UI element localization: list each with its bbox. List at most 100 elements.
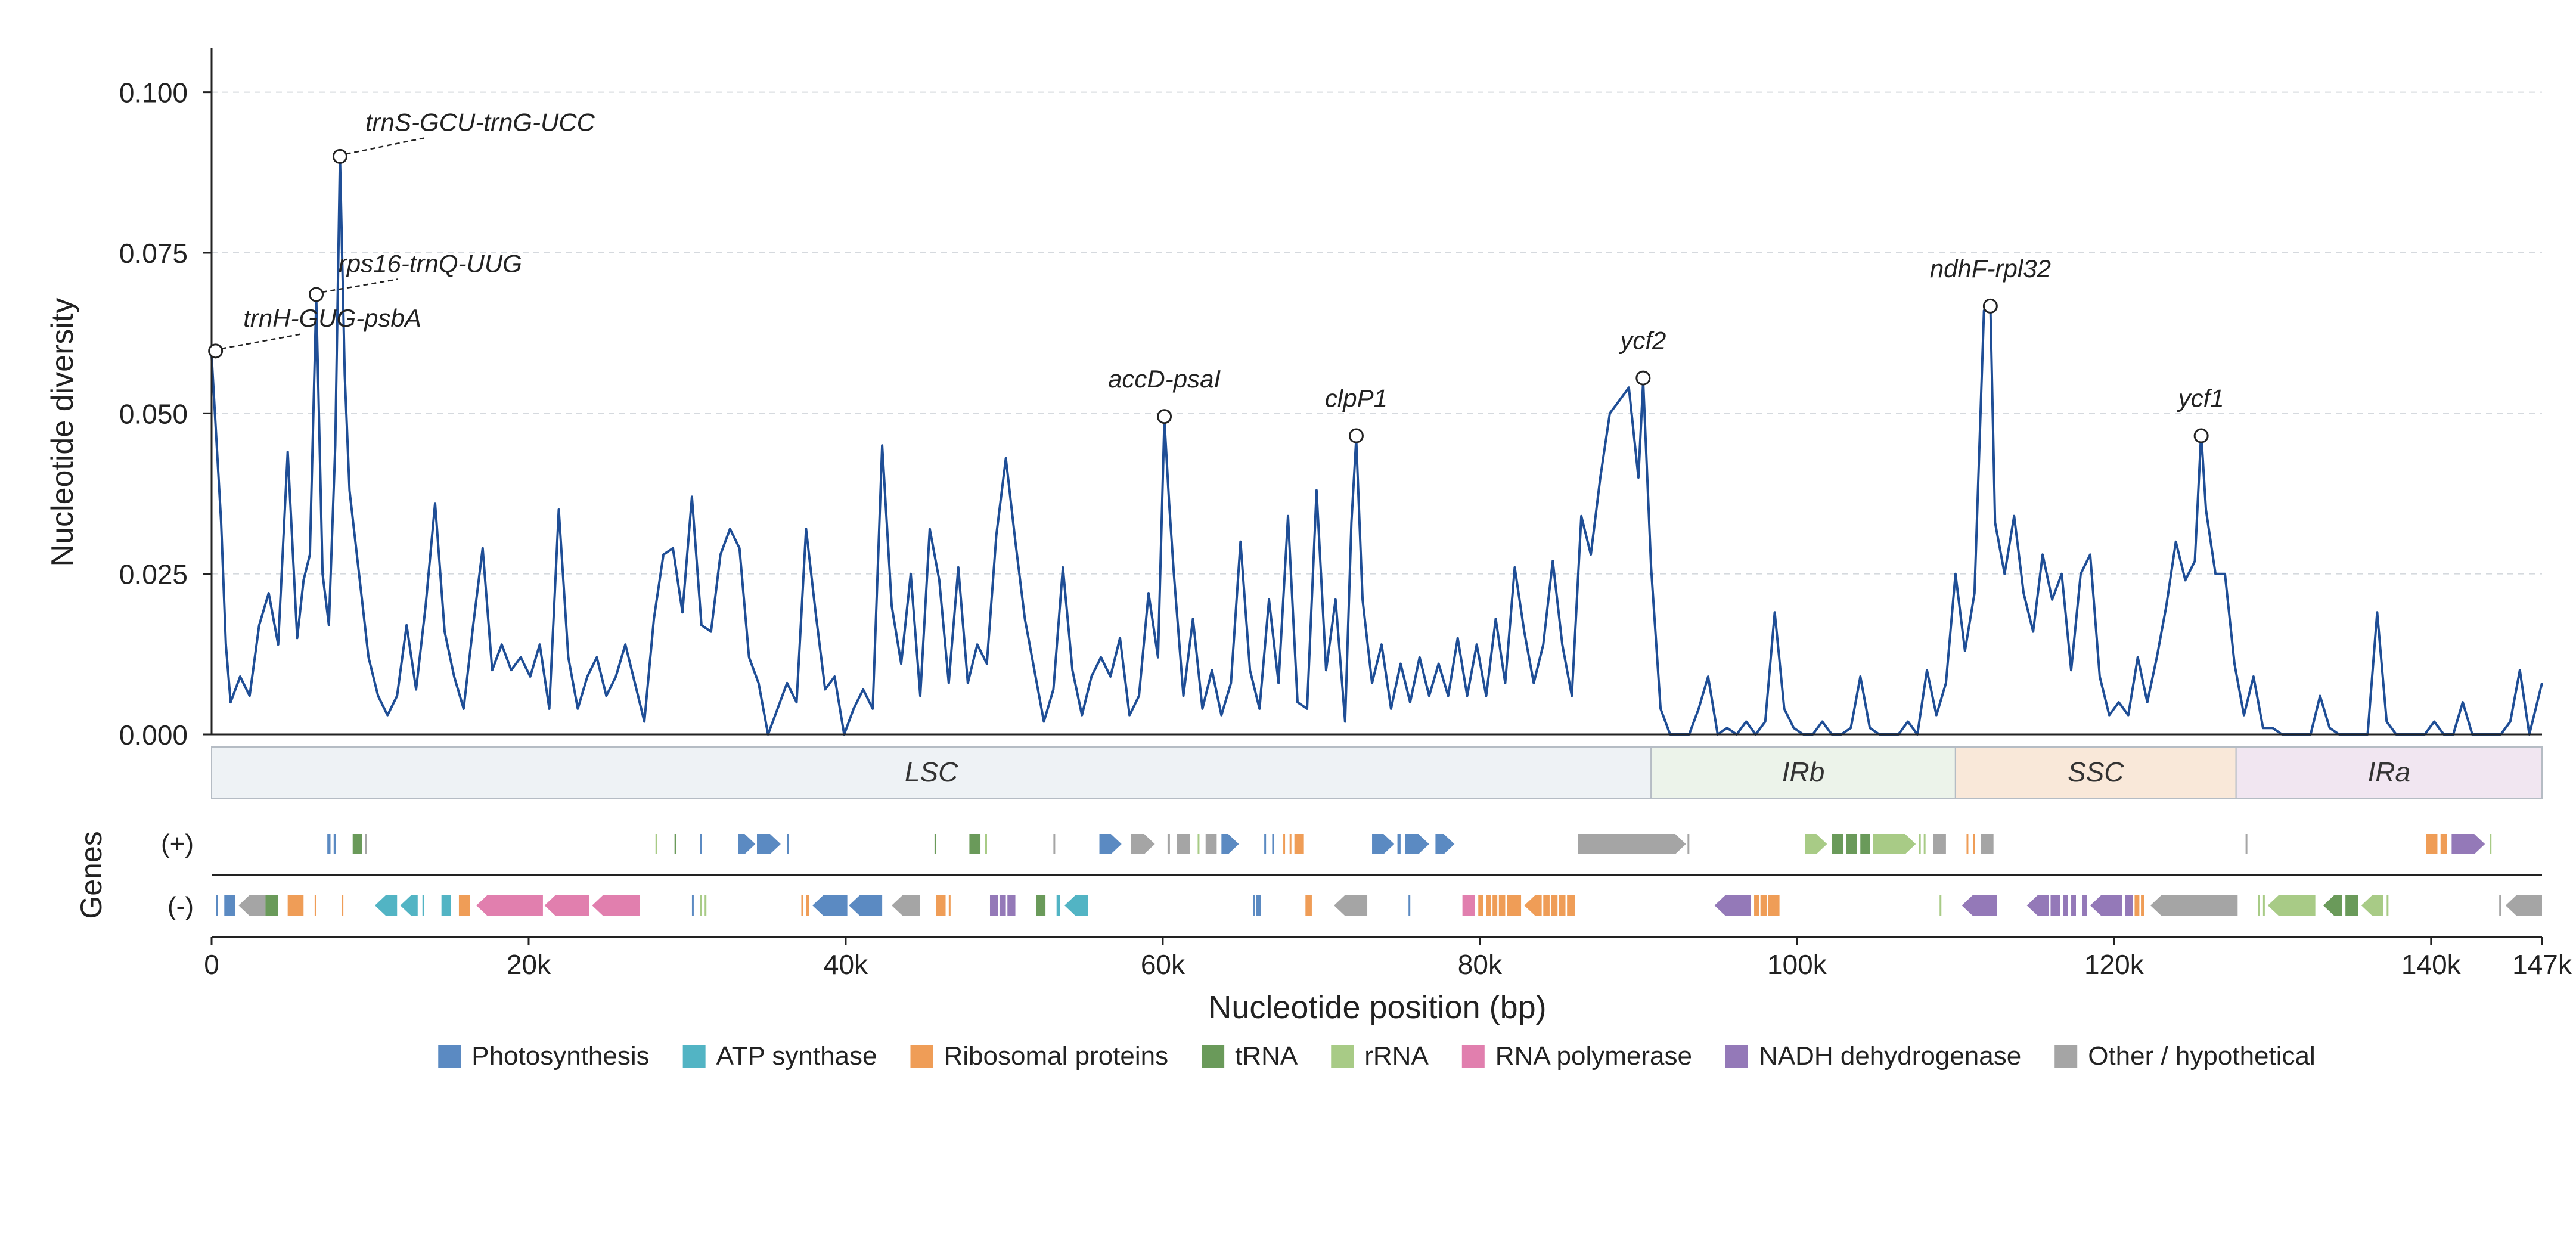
peak-label: clpP1 <box>1325 384 1388 413</box>
peak-marker <box>208 343 224 359</box>
gene-block <box>1939 895 1942 916</box>
gene-block <box>674 834 676 854</box>
x-tick-label: 147k <box>2512 949 2572 980</box>
gene-block <box>936 895 946 916</box>
gene-block <box>985 834 988 854</box>
gene-block <box>1714 895 1751 916</box>
gene-block <box>1036 895 1046 916</box>
gene-block <box>1478 895 1483 916</box>
gene-block <box>333 834 336 854</box>
region-label: SSC <box>2068 756 2124 787</box>
gene-block <box>691 895 694 916</box>
peak-label: trnS-GCU-trnG-UCC <box>365 108 595 136</box>
gene-block <box>458 895 470 916</box>
legend-label: RNA polymerase <box>1495 1041 1692 1071</box>
gene-block <box>352 834 362 854</box>
legend-items: Photosynthesis ATP synthase Ribosomal prot… <box>438 1041 2316 1071</box>
gene-block <box>849 895 883 916</box>
gene-block <box>365 834 368 854</box>
y-axis-label: Nucleotide diversity <box>45 298 80 567</box>
gene-block <box>1492 895 1498 916</box>
peak-marker <box>2193 428 2209 443</box>
x-tick-label: 120k <box>2084 949 2144 980</box>
gene-block <box>1253 895 1255 916</box>
gene-block <box>2451 834 2485 854</box>
gene-block <box>1919 834 1921 854</box>
gene-block <box>1408 895 1411 916</box>
gene-block <box>1305 895 1312 916</box>
legend-swatch <box>682 1045 706 1068</box>
y-tick-label: 0.000 <box>119 719 188 750</box>
gene-block <box>1283 834 1286 854</box>
gene-block <box>374 895 398 916</box>
peak-label: trnH-GUG-psbA <box>243 304 421 332</box>
gene-block <box>2050 895 2060 916</box>
region-label: LSC <box>905 756 958 787</box>
gene-block <box>2141 895 2144 916</box>
gene-block <box>1099 834 1122 854</box>
legend-swatch <box>438 1045 461 1068</box>
legend-label: NADH dehydrogenase <box>1759 1041 2021 1071</box>
legend-swatch <box>1202 1045 1225 1068</box>
gene-block <box>2499 895 2501 916</box>
peak-label: ycf1 <box>2177 384 2224 413</box>
gene-block <box>2426 834 2438 854</box>
gene-block <box>1567 895 1575 916</box>
gene-block <box>756 834 781 854</box>
strand-plus-label: (+) <box>161 829 194 858</box>
gene-block <box>812 895 848 916</box>
gene-block <box>806 895 809 916</box>
gene-block <box>2071 895 2076 916</box>
legend-label: rRNA <box>1364 1041 1429 1071</box>
gene-block <box>738 834 756 854</box>
gene-block <box>989 895 998 916</box>
gene-block <box>1933 834 1946 854</box>
gene-block <box>1873 834 1916 854</box>
gene-block <box>1334 895 1368 916</box>
gene-block <box>1962 895 1997 916</box>
peak-leader-line <box>221 333 303 350</box>
gene-tracks: 0 20k 40k 60k 80k 100k 120k 140k 147k <box>204 834 2572 980</box>
gene-block <box>1860 834 1870 854</box>
diversity-line <box>210 155 2543 736</box>
gene-block <box>2262 895 2265 916</box>
peak-marker <box>1982 298 1998 314</box>
region-label: IRa <box>2368 756 2411 787</box>
legend-swatch <box>1461 1045 1485 1068</box>
region-label: IRb <box>1782 756 1825 787</box>
region-ssc <box>1954 746 2237 799</box>
gene-block <box>1405 834 1429 854</box>
x-tick-label: 20k <box>507 949 551 980</box>
gene-block <box>287 895 304 916</box>
legend-swatch <box>2054 1045 2078 1068</box>
strand-minus-label: (-) <box>167 892 194 921</box>
legend-label: Ribosomal proteins <box>944 1041 1168 1071</box>
gene-block <box>1923 834 1926 854</box>
gene-block <box>700 895 702 916</box>
gene-block <box>422 895 424 916</box>
gene-block <box>1007 895 1016 916</box>
gene-block <box>1372 834 1395 854</box>
gene-block <box>704 895 707 916</box>
gene-block <box>1205 834 1217 854</box>
gene-block <box>1559 895 1566 916</box>
peak-label: accD-psaI <box>1108 365 1221 393</box>
peak-marker <box>1348 428 1364 443</box>
y-tick-label: 0.050 <box>119 398 188 429</box>
gene-block <box>1131 834 1155 854</box>
gene-block <box>1177 834 1190 854</box>
gene-block <box>2125 895 2133 916</box>
plot-axes: 0.000 0.025 0.050 0.075 0.100 <box>119 48 2542 750</box>
legend-swatch <box>1331 1045 1354 1068</box>
gene-block <box>265 895 278 916</box>
gene-block <box>1498 895 1506 916</box>
gene-block <box>592 895 640 916</box>
peak-label: rps16-trnQ-UUG <box>339 249 522 277</box>
gridlines <box>212 91 2542 575</box>
peak-label: ndhF-rpl32 <box>1930 255 2051 283</box>
gene-block <box>1064 895 1088 916</box>
gene-block <box>1846 834 1857 854</box>
region-lsc <box>211 746 1652 799</box>
gene-block <box>476 895 543 916</box>
